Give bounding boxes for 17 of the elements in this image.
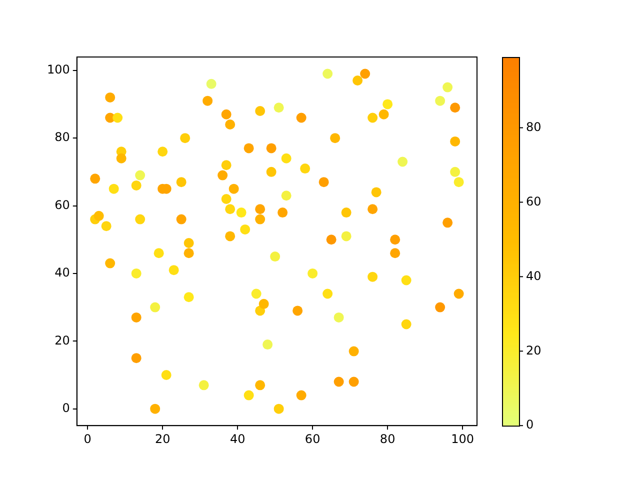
y-tick-label: 60 [54, 198, 70, 212]
color-bar-label: 40 [526, 268, 542, 283]
x-tick-label: 60 [304, 432, 320, 446]
x-tick-label: 100 [451, 432, 474, 446]
y-tick-label: 20 [54, 333, 70, 348]
y-tick-label: 40 [54, 266, 70, 280]
y-tick-label: 80 [54, 130, 70, 144]
color-bar-label: 80 [526, 120, 542, 134]
x-tick-label: 0 [84, 432, 92, 446]
x-tick-label: 80 [380, 432, 396, 446]
x-tick-label: 20 [154, 432, 170, 446]
y-tick-label: 100 [47, 62, 70, 76]
color-bar-label: 60 [526, 194, 542, 208]
x-tick-label: 40 [230, 432, 246, 446]
y-tick-label: 0 [62, 400, 70, 415]
color-bar-label: 0 [526, 418, 534, 432]
color-bar-label: 20 [526, 343, 542, 358]
